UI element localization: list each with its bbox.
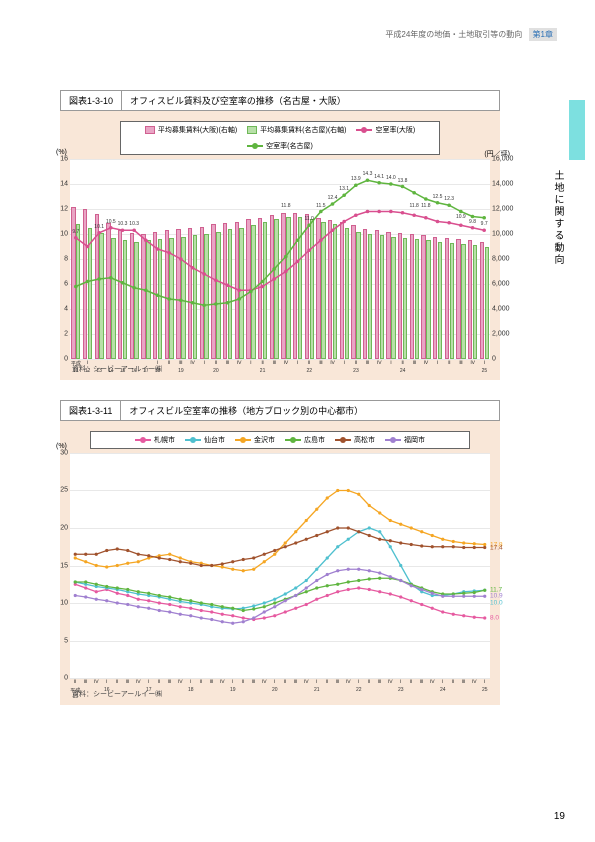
chart1-body: (%) (円／坪) 024681012141602,0004,0006,0008… <box>70 159 490 359</box>
chart1-number: 図表1-3-10 <box>61 91 122 110</box>
chapter-badge: 第1章 <box>529 28 557 41</box>
legend-item: 平均募集賃料(大阪)(右軸) <box>145 125 237 135</box>
legend-item: 広島市 <box>285 435 325 445</box>
page-header: 平成24年度の地価・土地取引等の動向 第1章 <box>385 28 557 41</box>
chart2-number: 図表1-3-11 <box>61 401 121 420</box>
chart1-legend: 平均募集賃料(大阪)(右軸) 平均募集賃料(名古屋)(右軸) 空室率(大阪) 空室率(… <box>120 121 440 155</box>
chart2-source: 資料：シービーアールイー㈱ <box>72 689 162 699</box>
page-number: 19 <box>554 811 565 822</box>
chart-panel-1: 図表1-3-10 オフィスビル賃料及び空室率の推移（名古屋・大阪） 平均募集賃料… <box>60 90 500 380</box>
side-text: 土地に関する動向 <box>550 170 565 266</box>
chart1-title-bar: 図表1-3-10 オフィスビル賃料及び空室率の推移（名古屋・大阪） <box>60 90 500 111</box>
chart2-body: (%) 05101520253017.817.411.710.910.08.0Ⅱ… <box>70 453 490 678</box>
legend-item: 空室率(大阪) <box>356 125 415 135</box>
chart2-title: オフィスビル空室率の推移（地方ブロック別の中心都市） <box>121 401 499 420</box>
chart2-title-bar: 図表1-3-11 オフィスビル空室率の推移（地方ブロック別の中心都市） <box>60 400 500 421</box>
header-text: 平成24年度の地価・土地取引等の動向 <box>385 30 522 39</box>
chart-panel-2: 図表1-3-11 オフィスビル空室率の推移（地方ブロック別の中心都市） 札幌市仙… <box>60 400 500 705</box>
legend-item: 福岡市 <box>385 435 425 445</box>
legend-item: 空室率(名古屋) <box>247 141 313 151</box>
legend-item: 高松市 <box>335 435 375 445</box>
legend-item: 仙台市 <box>185 435 225 445</box>
legend-item: 平均募集賃料(名古屋)(右軸) <box>247 125 346 135</box>
legend-item: 札幌市 <box>135 435 175 445</box>
chart1-source: 資料：シービーアールイー㈱ <box>72 364 162 374</box>
chart1-title: オフィスビル賃料及び空室率の推移（名古屋・大阪） <box>122 91 499 110</box>
side-tab <box>569 100 585 160</box>
legend-item: 金沢市 <box>235 435 275 445</box>
chart2-legend: 札幌市仙台市金沢市広島市高松市福岡市 <box>90 431 470 449</box>
